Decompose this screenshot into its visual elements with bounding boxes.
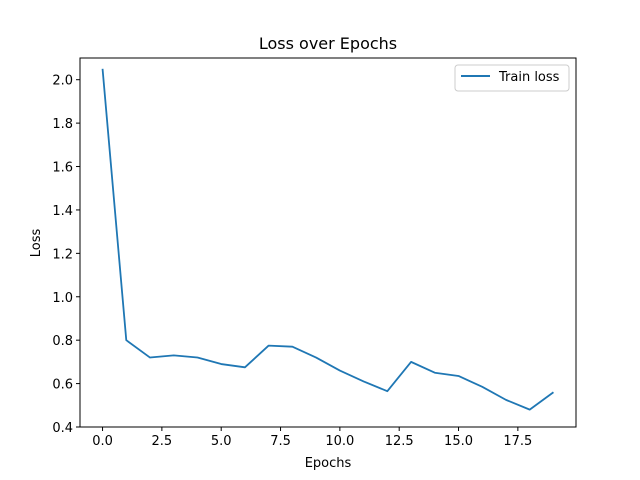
chart-title: Loss over Epochs — [259, 34, 397, 53]
legend-box — [454, 64, 570, 92]
y-tick-label: 1.8 — [52, 117, 73, 132]
x-tick-label: 15.0 — [444, 434, 473, 449]
y-tick-label: 0.8 — [52, 334, 73, 349]
x-tick-label: 17.5 — [503, 434, 532, 449]
legend: Train loss — [454, 64, 570, 92]
x-tick-label: 5.0 — [211, 434, 232, 449]
y-tick-label: 1.2 — [52, 247, 73, 262]
x-tick-label: 7.5 — [270, 434, 291, 449]
y-tick-label: 0.6 — [52, 378, 73, 393]
plot-area: 0.0 2.5 5.0 7.5 10.0 12.5 15.0 17.5 0.4 0.6 0.8 1.… — [52, 57, 577, 449]
y-tick-label: 1.0 — [52, 291, 73, 306]
y-axis-ticks: 0.4 0.6 0.8 1.0 1.2 1.4 1.6 1.8 2.0 — [52, 74, 80, 436]
x-axis-ticks: 0.0 2.5 5.0 7.5 10.0 12.5 15.0 17.5 — [92, 427, 532, 449]
y-axis-label: Loss — [29, 229, 44, 258]
x-tick-label: 12.5 — [385, 434, 414, 449]
legend-label-train-loss: Train loss — [498, 70, 560, 85]
series-line-train-loss — [101, 68, 554, 411]
y-tick-label: 2.0 — [52, 74, 73, 89]
x-tick-label: 0.0 — [92, 434, 113, 449]
x-tick-label: 10.0 — [325, 434, 354, 449]
x-axis-label: Epochs — [305, 456, 352, 471]
y-tick-label: 1.4 — [52, 204, 73, 219]
plot-frame — [79, 57, 577, 428]
x-tick-label: 2.5 — [152, 434, 173, 449]
series-layer — [101, 68, 554, 411]
y-tick-label: 0.4 — [52, 421, 73, 436]
y-tick-label: 1.6 — [52, 161, 73, 176]
